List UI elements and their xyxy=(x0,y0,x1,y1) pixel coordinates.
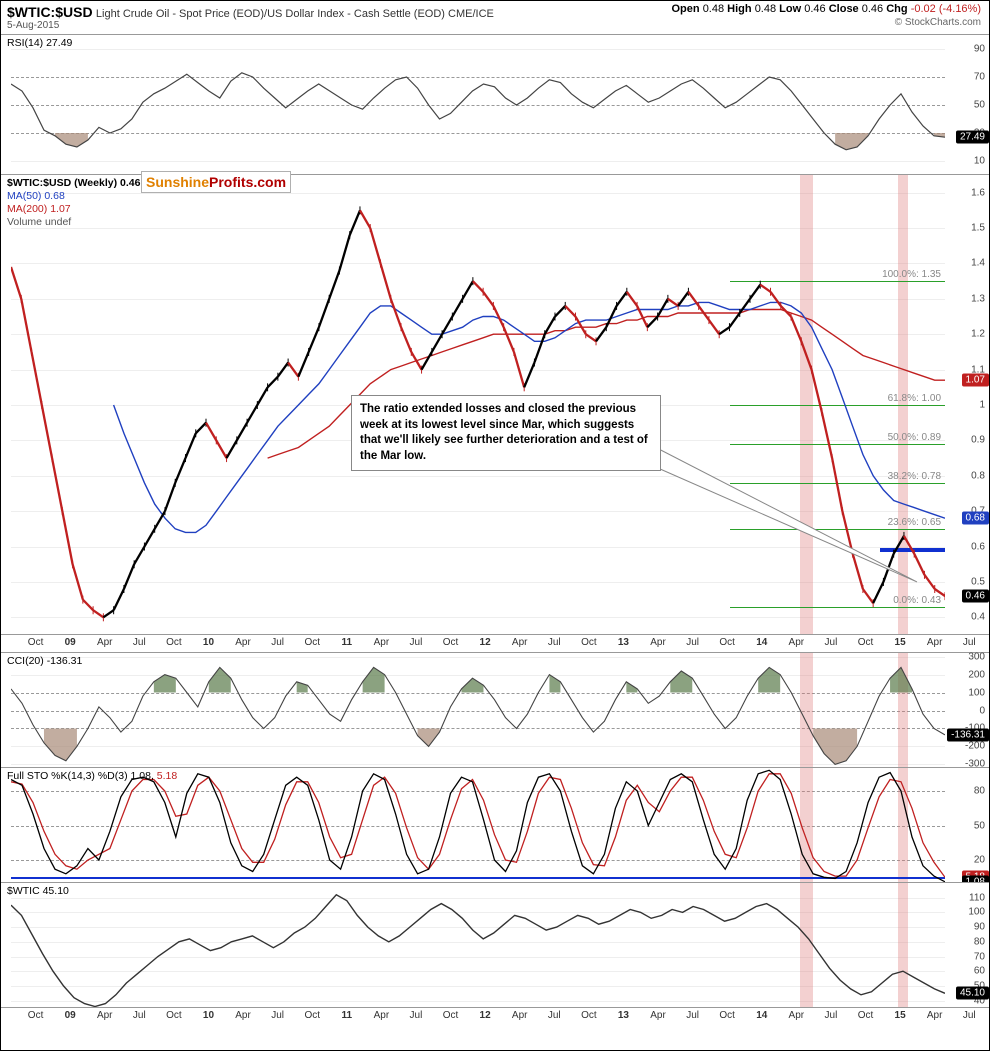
annotation-callout: The ratio extended losses and closed the… xyxy=(351,395,661,471)
price-labels: $WTIC:$USD (Weekly) 0.46 MA(50) 0.68 MA(… xyxy=(7,177,140,230)
wtic-label: $WTIC 45.10 xyxy=(7,885,69,897)
attribution: © StockCharts.com xyxy=(895,17,981,28)
symbol: $WTIC:$USD xyxy=(7,4,93,20)
chg-value: -0.02 (-4.16%) xyxy=(911,3,981,15)
rsi-label: RSI(14) 27.49 xyxy=(7,37,72,49)
symbol-description: Light Crude Oil - Spot Price (EOD)/US Do… xyxy=(96,8,494,20)
x-axis-lower: Oct09AprJulOct10AprJulOct11AprJulOct12Ap… xyxy=(1,1007,989,1025)
rsi-panel: RSI(14) 27.49 103050709027.49 xyxy=(1,34,989,174)
sto-label: Full STO %K(14,3) %D(3) 1.08, 5.18 xyxy=(7,770,177,782)
price-panel: $WTIC:$USD (Weekly) 0.46 MA(50) 0.68 MA(… xyxy=(1,174,989,634)
x-axis-upper: Oct09AprJulOct10AprJulOct11AprJulOct12Ap… xyxy=(1,634,989,652)
watermark-logo: SunshineProfits.com xyxy=(141,171,291,193)
chart-date: 5-Aug-2015 xyxy=(7,20,983,31)
wtic-panel: $WTIC 45.10 40506070809010011045.10 xyxy=(1,882,989,1007)
stochastic-panel: Full STO %K(14,3) %D(3) 1.08, 5.18 20508… xyxy=(1,767,989,882)
stock-chart-container: $WTIC:$USD Light Crude Oil - Spot Price … xyxy=(0,0,990,1051)
chart-header: $WTIC:$USD Light Crude Oil - Spot Price … xyxy=(1,1,989,34)
ohlc-readout: Open 0.48 High 0.48 Low 0.46 Close 0.46 … xyxy=(672,3,982,15)
cci-panel: CCI(20) -136.31 -300-200-1000100200300-1… xyxy=(1,652,989,767)
cci-label: CCI(20) -136.31 xyxy=(7,655,82,667)
